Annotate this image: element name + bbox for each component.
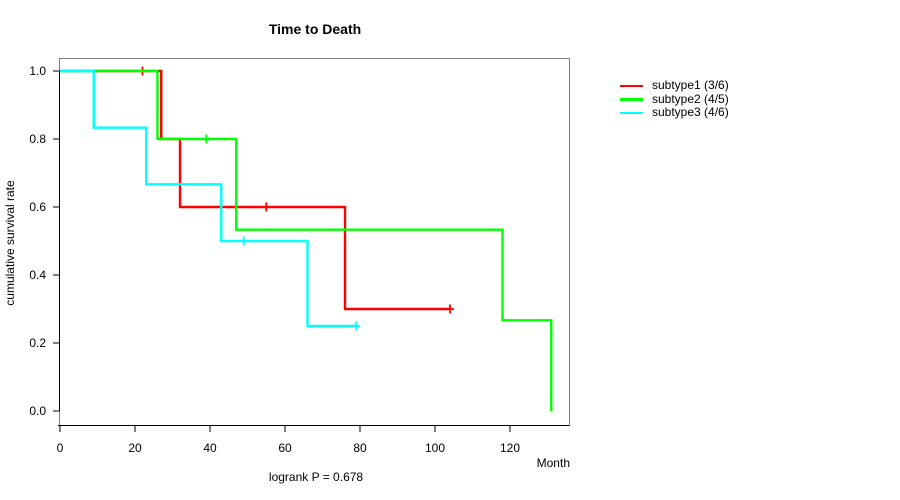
chart-title: Time to Death [268,21,362,37]
y-tick-label: 0.8 [29,132,46,146]
legend-line-subtype2-icon [620,98,643,101]
y-tick-label: 1.0 [29,64,46,78]
y-axis-label: cumulative survival rate [3,180,17,306]
censor-mark-subtype2 [202,134,211,144]
censor-mark-subtype3 [239,236,248,246]
km-curve-subtype1 [60,69,450,311]
legend-label-subtype1: subtype1 (3/6) [652,78,729,92]
x-tick-label: 120 [500,441,520,455]
x-tick-label: 60 [278,441,292,455]
legend-item-subtype2: subtype2 (4/5) [620,91,729,107]
x-tick-label: 20 [128,441,142,455]
x-axis-label: Month [536,456,570,470]
legend-item-subtype3: subtype3 (4/6) [620,106,729,120]
legend-item-subtype1: subtype1 (3/6) [620,78,729,93]
legend-line-subtype1-icon [620,84,643,88]
legend: subtype1 (3/6) subtype2 (4/5) subtype3 (… [620,78,729,120]
legend-label-subtype2: subtype2 (4/5) [652,91,729,106]
y-tick-label: 0.0 [29,404,46,418]
x-tick-label: 100 [425,441,445,455]
y-tick-label: 0.4 [29,268,46,282]
plot-box [59,58,570,426]
km-curve-subtype3 [60,69,357,328]
y-tick-label: 0.2 [29,336,46,350]
x-tick-label: 80 [353,441,367,455]
km-curve-subtype2 [60,69,553,411]
logrank-p-annotation: logrank P = 0.678 [268,470,364,484]
legend-line-subtype3-icon [620,111,643,115]
legend-label-subtype3: subtype3 (4/6) [652,105,729,120]
censor-mark-subtype1 [262,202,271,212]
y-tick-label: 0.6 [29,200,46,214]
censor-mark-subtype1 [446,304,454,314]
x-tick-label: 0 [57,441,64,455]
censor-mark-subtype3 [352,321,361,331]
x-tick-label: 40 [203,441,217,455]
